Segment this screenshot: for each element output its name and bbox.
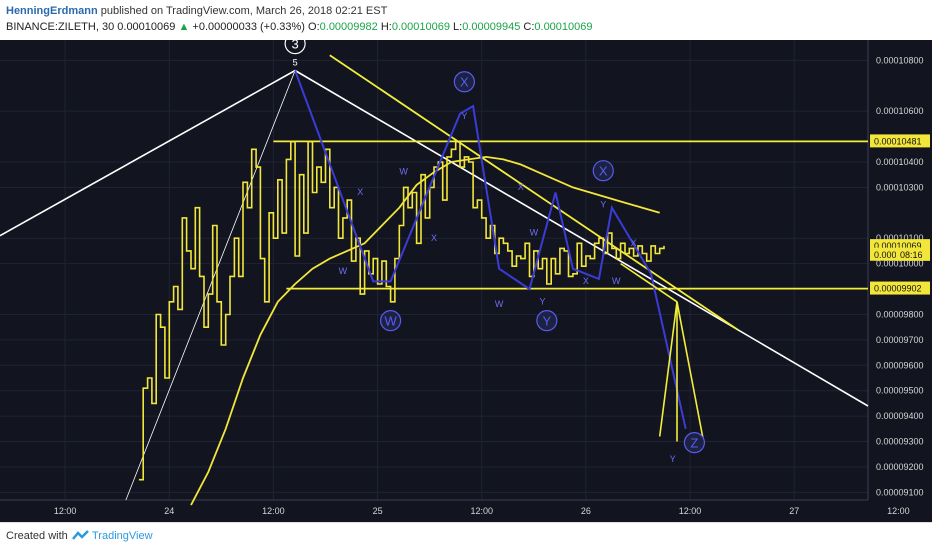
y-tick-label: 0.00010400: [876, 157, 924, 167]
published-text: published on TradingView.com, March 26, …: [100, 5, 388, 17]
x-tick-label: 25: [373, 506, 383, 516]
created-with-text: Created with: [6, 530, 68, 542]
price-label: 0.000: [874, 250, 897, 260]
small-wave-label: X: [431, 233, 437, 243]
wave-label: X: [599, 164, 608, 179]
x-tick-label: 24: [164, 506, 174, 516]
price-label: 0.00010481: [874, 136, 922, 146]
publish-info: HenningErdmann published on TradingView.…: [6, 5, 387, 17]
symbol: BINANCE:ZILETH, 30: [6, 21, 115, 33]
yellow-trend-line: [329, 54, 739, 331]
wave-label-circle: [683, 432, 706, 454]
x-tick-label: 12:00: [262, 506, 285, 516]
moving-average-line: [190, 155, 660, 506]
y-tick-label: 0.00010100: [876, 233, 924, 243]
high-label: H:: [380, 21, 392, 33]
wave-label-circle: [380, 310, 402, 332]
wave-label-circle: [536, 310, 558, 332]
wave-label: Z: [690, 436, 698, 451]
price-chart[interactable]: 0.00010800 0.00010600 0.00010400 0.00010300…: [0, 40, 932, 522]
x-tick-label: 12:00: [54, 506, 77, 516]
y-tick-label: 0.00009100: [876, 487, 924, 497]
small-wave-label: Y: [539, 296, 545, 306]
x-tick-label: 27: [789, 506, 799, 516]
small-wave-label: W: [339, 266, 348, 276]
white-trend-line: [125, 70, 296, 501]
y-tick-label: 0.00009300: [876, 437, 924, 447]
wave-label-circle: [453, 71, 475, 93]
small-wave-label: X: [518, 182, 524, 192]
projection-arrow-line: [658, 301, 678, 437]
x-tick-label: 26: [581, 506, 591, 516]
countdown-label: 08:16: [900, 250, 923, 260]
tradingview-link[interactable]: TradingView: [92, 530, 153, 542]
open-label: O:: [308, 21, 320, 33]
y-tick-label: 0.00010600: [876, 106, 924, 116]
y-tick-label: 0.00009800: [876, 309, 924, 319]
x-tick-label: 12:00: [887, 506, 910, 516]
projection-arrow-line: [676, 301, 704, 440]
small-wave-label: W: [612, 276, 621, 286]
symbol-info: BINANCE:ZILETH, 30 0.00010069 ▲ +0.00000…: [6, 21, 593, 33]
x-tick-label: 12:00: [679, 506, 702, 516]
y-tick-label: 0.00009600: [876, 360, 924, 370]
wave-label-circle: [592, 160, 614, 182]
wave-label-circle: [284, 40, 306, 55]
close-label: C:: [523, 21, 535, 33]
price-label-background: [870, 281, 930, 295]
y-tick-label: 0.00010000: [876, 259, 924, 269]
small-wave-label: X: [583, 276, 589, 286]
small-wave-label: W: [530, 228, 539, 238]
countdown-background: [896, 247, 930, 261]
high-value: 0.00010069: [391, 21, 450, 33]
y-tick-label: 0.00009200: [876, 462, 924, 472]
small-wave-label: Y: [461, 111, 467, 121]
wave-label: W: [384, 314, 397, 329]
change-arrow-icon: ▲: [178, 21, 190, 33]
close-value: 0.00010069: [534, 21, 593, 33]
header: HenningErdmann published on TradingView.…: [0, 0, 932, 40]
white-trend-line: [294, 69, 869, 407]
change: +0.00000033 (+0.33%): [192, 21, 305, 33]
projection-arrow-line: [620, 262, 678, 303]
price-label: 0.00010069: [874, 241, 922, 251]
wave-label: 5: [293, 57, 298, 67]
open-value: 0.00009982: [319, 21, 378, 33]
last-price: 0.00010069: [117, 21, 176, 33]
tradingview-logo-icon[interactable]: [72, 529, 90, 543]
wave-label: X: [460, 75, 469, 90]
footer: Created with TradingView: [0, 522, 932, 551]
small-wave-label: Y: [600, 200, 606, 210]
wave-label: 3: [292, 40, 299, 52]
price-label: 0.00009902: [874, 284, 922, 294]
low-value: 0.00009945: [462, 21, 521, 33]
low-label: L:: [453, 21, 463, 33]
x-tick-label: 12:00: [470, 506, 493, 516]
small-wave-label: W: [495, 299, 504, 309]
y-tick-label: 0.00009400: [876, 411, 924, 421]
price-label-background: [870, 134, 930, 148]
small-wave-label: X: [357, 187, 363, 197]
white-trend-line: [0, 69, 296, 237]
y-tick-label: 0.00009700: [876, 335, 924, 345]
y-tick-label: 0.00009500: [876, 386, 924, 396]
wave-path-line: [294, 70, 687, 430]
author-link[interactable]: HenningErdmann: [6, 5, 98, 17]
price-series-line: [138, 140, 665, 481]
y-tick-label: 0.00010800: [876, 55, 924, 65]
wave-label: Y: [543, 314, 552, 329]
small-wave-label: X: [631, 238, 637, 248]
y-tick-label: 0.00010300: [876, 182, 924, 192]
small-wave-label: Y: [670, 454, 676, 464]
small-wave-label: W: [399, 167, 408, 177]
